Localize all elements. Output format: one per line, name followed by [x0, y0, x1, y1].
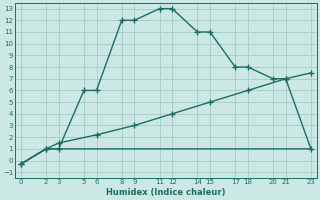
X-axis label: Humidex (Indice chaleur): Humidex (Indice chaleur)	[106, 188, 226, 197]
